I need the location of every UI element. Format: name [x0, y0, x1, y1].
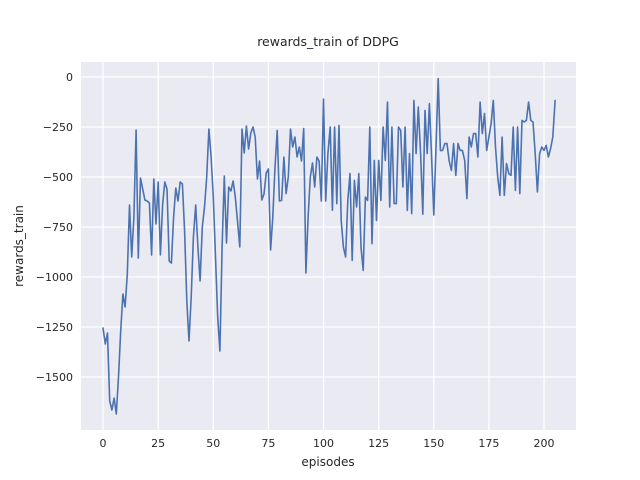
reward-line: [102, 77, 556, 415]
tick-labels: 0 25 50 75 100 125 150 175 200 0 −250 −500 −750 −1000…: [36, 71, 555, 450]
plot-area: [81, 62, 576, 430]
x-tick-label: 75: [261, 437, 275, 450]
x-tick-label: 125: [368, 437, 389, 450]
y-tick-label: −1500: [36, 371, 73, 384]
x-tick-label: 175: [478, 437, 499, 450]
data-series: [102, 77, 556, 415]
x-axis-label: episodes: [301, 455, 354, 469]
x-tick-label: 25: [151, 437, 165, 450]
chart-title: rewards_train of DDPG: [257, 34, 399, 49]
y-tick-label: −250: [43, 121, 73, 134]
x-tick-label: 0: [100, 437, 107, 450]
x-tick-label: 100: [313, 437, 334, 450]
y-tick-label: −750: [43, 221, 73, 234]
y-tick-label: −1000: [36, 271, 73, 284]
y-tick-label: 0: [66, 71, 73, 84]
y-axis-label: rewards_train: [12, 205, 26, 287]
gridlines: [81, 62, 576, 430]
x-tick-label: 150: [423, 437, 444, 450]
y-tick-label: −500: [43, 171, 73, 184]
x-tick-label: 50: [206, 437, 220, 450]
x-tick-label: 200: [534, 437, 555, 450]
y-tick-label: −1250: [36, 321, 73, 334]
